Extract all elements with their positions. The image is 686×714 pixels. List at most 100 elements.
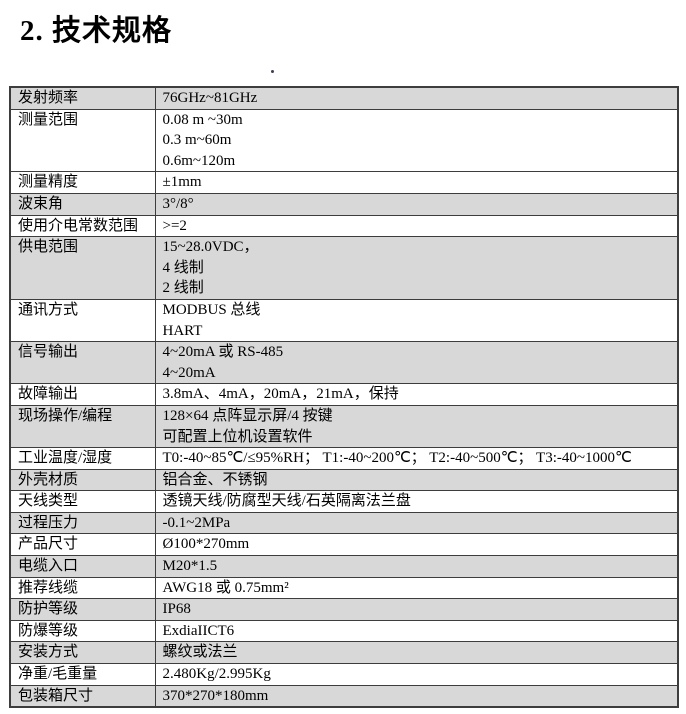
spec-value-line: 4~20mA: [162, 364, 216, 381]
spec-value: Ø100*270mm: [154, 533, 679, 557]
stray-dot: [271, 70, 274, 73]
spec-value-line: AWG18 或 0.75mm²: [162, 579, 289, 596]
spec-row: 工业温度/湿度 T0:-40~85℃/≤95%RH； T1:-40~200℃； T…: [9, 447, 679, 470]
spec-value-line: 76GHz~81GHz: [162, 90, 258, 106]
spec-value: 0.08 m ~30m 0.3 m~60m 0.6m~120m: [154, 108, 679, 173]
spec-row: 测量精度 ±1mm: [9, 171, 679, 194]
spec-row: 产品尺寸 Ø100*270mm: [9, 533, 679, 557]
spec-label: 供电范围: [9, 236, 156, 300]
spec-value-line: -0.1~2MPa: [162, 514, 231, 531]
spec-table-body: 发射频率 76GHz~81GHz 测量范围 0.08 m ~30m 0.3 m~60m 0…: [9, 86, 679, 708]
spec-value-line: 2.480Kg/2.995Kg: [162, 666, 271, 683]
spec-value-line: T0:-40~85℃/≤95%RH； T1:-40~200℃； T2:-40~5…: [162, 450, 632, 467]
spec-value-line: 铝合金、不锈钢: [162, 471, 268, 488]
spec-value: 15~28.0VDC， 4 线制 2 线制: [154, 236, 679, 300]
spec-row: 信号输出 4~20mA 或 RS-485 4~20mA: [9, 341, 679, 385]
spec-value-line: 3°/8°: [162, 195, 194, 212]
spec-label: 天线类型: [9, 490, 156, 513]
spec-row: 波束角 3°/8°: [9, 192, 679, 216]
spec-value: 3.8mA、4mA，20mA，21mA，保持: [154, 383, 679, 406]
spec-row: 现场操作/编程 128×64 点阵显示屏/4 按键 可配置上位机设置软件: [9, 404, 679, 449]
spec-value: 3°/8°: [154, 192, 679, 216]
spec-value-line: MODBUS 总线: [162, 301, 261, 318]
spec-label: 防爆等级: [9, 619, 156, 643]
spec-value: 铝合金、不锈钢: [154, 468, 679, 492]
spec-label: 推荐线缆: [9, 576, 156, 600]
spec-value-line: 370*270*180mm: [162, 687, 269, 704]
spec-value-line: 4~20mA 或 RS-485: [162, 344, 284, 361]
spec-value: >=2: [154, 214, 679, 238]
spec-value-line: 螺纹或法兰: [162, 644, 238, 661]
spec-value-line: ±1mm: [162, 174, 202, 191]
spec-label: 故障输出: [9, 383, 156, 406]
spec-label: 现场操作/编程: [9, 404, 156, 449]
spec-label: 测量精度: [9, 171, 156, 194]
spec-label: 波束角: [9, 192, 156, 216]
spec-value-line: 0.3 m~60m: [162, 132, 232, 149]
spec-row: 天线类型 透镜天线/防腐型天线/石英隔离法兰盘: [9, 490, 679, 513]
spec-label: 通讯方式: [9, 298, 156, 343]
spec-row: 供电范围 15~28.0VDC， 4 线制 2 线制: [9, 236, 679, 300]
spec-value: 76GHz~81GHz: [154, 86, 679, 110]
spec-label: 安装方式: [9, 641, 156, 665]
spec-value: 370*270*180mm: [154, 684, 679, 708]
spec-value: 128×64 点阵显示屏/4 按键 可配置上位机设置软件: [154, 404, 679, 449]
spec-row: 过程压力 -0.1~2MPa: [9, 511, 679, 535]
spec-value: 螺纹或法兰: [154, 641, 679, 665]
spec-value: IP68: [154, 598, 679, 621]
spec-value-line: 128×64 点阵显示屏/4 按键: [162, 407, 333, 424]
spec-row: 包装箱尺寸 370*270*180mm: [9, 684, 679, 708]
spec-label: 测量范围: [9, 108, 156, 173]
spec-value-line: 0.6m~120m: [162, 152, 236, 169]
spec-label: 电缆入口: [9, 555, 156, 578]
spec-label: 发射频率: [9, 86, 156, 110]
spec-value-line: 15~28.0VDC，: [162, 239, 259, 256]
spec-value-line: 3.8mA、4mA，20mA，21mA，保持: [162, 386, 399, 403]
spec-row: 发射频率 76GHz~81GHz: [9, 86, 679, 110]
spec-value-line: 透镜天线/防腐型天线/石英隔离法兰盘: [162, 493, 411, 510]
spec-value-line: 4 线制: [162, 259, 204, 276]
spec-table: 发射频率 76GHz~81GHz 测量范围 0.08 m ~30m 0.3 m~60m 0…: [9, 86, 679, 709]
spec-row: 净重/毛重量 2.480Kg/2.995Kg: [9, 663, 679, 686]
spec-value: M20*1.5: [154, 555, 679, 578]
spec-row: 使用介电常数范围 >=2: [9, 214, 679, 238]
spec-value: 透镜天线/防腐型天线/石英隔离法兰盘: [154, 490, 679, 513]
spec-value-line: 2 线制: [162, 280, 204, 297]
spec-label: 工业温度/湿度: [9, 447, 156, 470]
spec-value-line: 0.08 m ~30m: [162, 111, 243, 128]
spec-label: 信号输出: [9, 341, 156, 385]
spec-label: 产品尺寸: [9, 533, 156, 557]
spec-label: 过程压力: [9, 511, 156, 535]
spec-row: 防爆等级 ExdiaIICT6: [9, 619, 679, 643]
spec-row: 外壳材质 铝合金、不锈钢: [9, 468, 679, 492]
spec-value-line: HART: [162, 322, 203, 339]
spec-row: 安装方式 螺纹或法兰: [9, 641, 679, 665]
spec-label: 包装箱尺寸: [9, 684, 156, 708]
spec-value: -0.1~2MPa: [154, 511, 679, 535]
spec-value-line: 可配置上位机设置软件: [162, 428, 313, 445]
spec-label: 防护等级: [9, 598, 156, 621]
spec-row: 防护等级 IP68: [9, 598, 679, 621]
spec-value: 2.480Kg/2.995Kg: [154, 663, 679, 686]
spec-value-line: Ø100*270mm: [162, 536, 250, 553]
spec-label: 使用介电常数范围: [9, 214, 156, 238]
spec-label: 净重/毛重量: [9, 663, 156, 686]
spec-value-line: >=2: [162, 217, 187, 234]
spec-row: 通讯方式 MODBUS 总线 HART: [9, 298, 679, 343]
spec-row: 推荐线缆 AWG18 或 0.75mm²: [9, 576, 679, 600]
spec-value-line: ExdiaIICT6: [162, 622, 235, 639]
spec-value-line: IP68: [162, 601, 191, 618]
spec-label: 外壳材质: [9, 468, 156, 492]
spec-row: 电缆入口 M20*1.5: [9, 555, 679, 578]
spec-value: T0:-40~85℃/≤95%RH； T1:-40~200℃； T2:-40~5…: [154, 447, 679, 470]
spec-value: ExdiaIICT6: [154, 619, 679, 643]
spec-row: 故障输出 3.8mA、4mA，20mA，21mA，保持: [9, 383, 679, 406]
spec-value-line: M20*1.5: [162, 558, 218, 575]
spec-value: AWG18 或 0.75mm²: [154, 576, 679, 600]
spec-value: 4~20mA 或 RS-485 4~20mA: [154, 341, 679, 385]
spec-value: MODBUS 总线 HART: [154, 298, 679, 343]
page-title: 2. 技术规格: [20, 15, 173, 47]
spec-value: ±1mm: [154, 171, 679, 194]
spec-row: 测量范围 0.08 m ~30m 0.3 m~60m 0.6m~120m: [9, 108, 679, 173]
